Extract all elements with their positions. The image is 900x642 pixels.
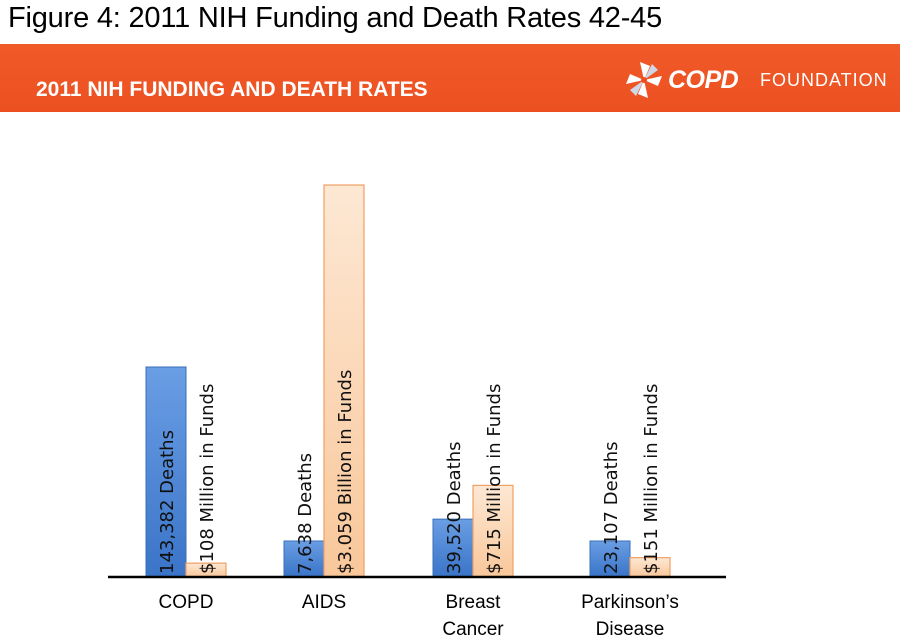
category-label-3-0: Parkinson’s [581,592,679,613]
figure-caption: Figure 4: 2011 NIH Funding and Death Rat… [8,2,663,34]
category-label-3-1: Disease [596,619,665,640]
funding-data-label-0: $108 Million in Funds [197,384,218,574]
header-banner: 2011 NIH FUNDING AND DEATH RATES COPD FO… [0,44,900,112]
deaths-data-label-0: 143,382 Deaths [157,430,178,574]
logo-wordmark-foundation: FOUNDATION [760,70,888,90]
funding-data-label-2: $715 Million in Funds [484,384,505,574]
copd-foundation-logo: COPD FOUNDATION [624,60,887,100]
deaths-data-label-1: 7,638 Deaths [295,453,316,574]
category-label-1-0: AIDS [302,592,346,613]
category-label-2-0: Breast [446,592,502,613]
funding-data-label-1: $3.059 Billion in Funds [335,370,356,574]
deaths-data-label-2: 39,520 Deaths [444,441,465,574]
funding-data-label-3: $151 Million in Funds [641,384,662,574]
bars-layer: 143,382 Deaths $108 Million in Funds 7,638… [145,184,671,578]
category-label-2-1: Cancer [442,619,504,640]
category-label-0-0: COPD [159,592,214,613]
deaths-data-label-3: 23,107 Deaths [601,441,622,574]
banner-title: 2011 NIH FUNDING AND DEATH RATES [36,78,428,101]
bar-chart: 143,382 Deaths $108 Million in Funds 7,638… [108,184,726,640]
category-labels: COPD AIDS Breast Cancer Parkinson’s Disease [159,592,679,640]
logo-wordmark-copd: COPD [668,66,739,94]
pinwheel-icon [626,62,662,98]
